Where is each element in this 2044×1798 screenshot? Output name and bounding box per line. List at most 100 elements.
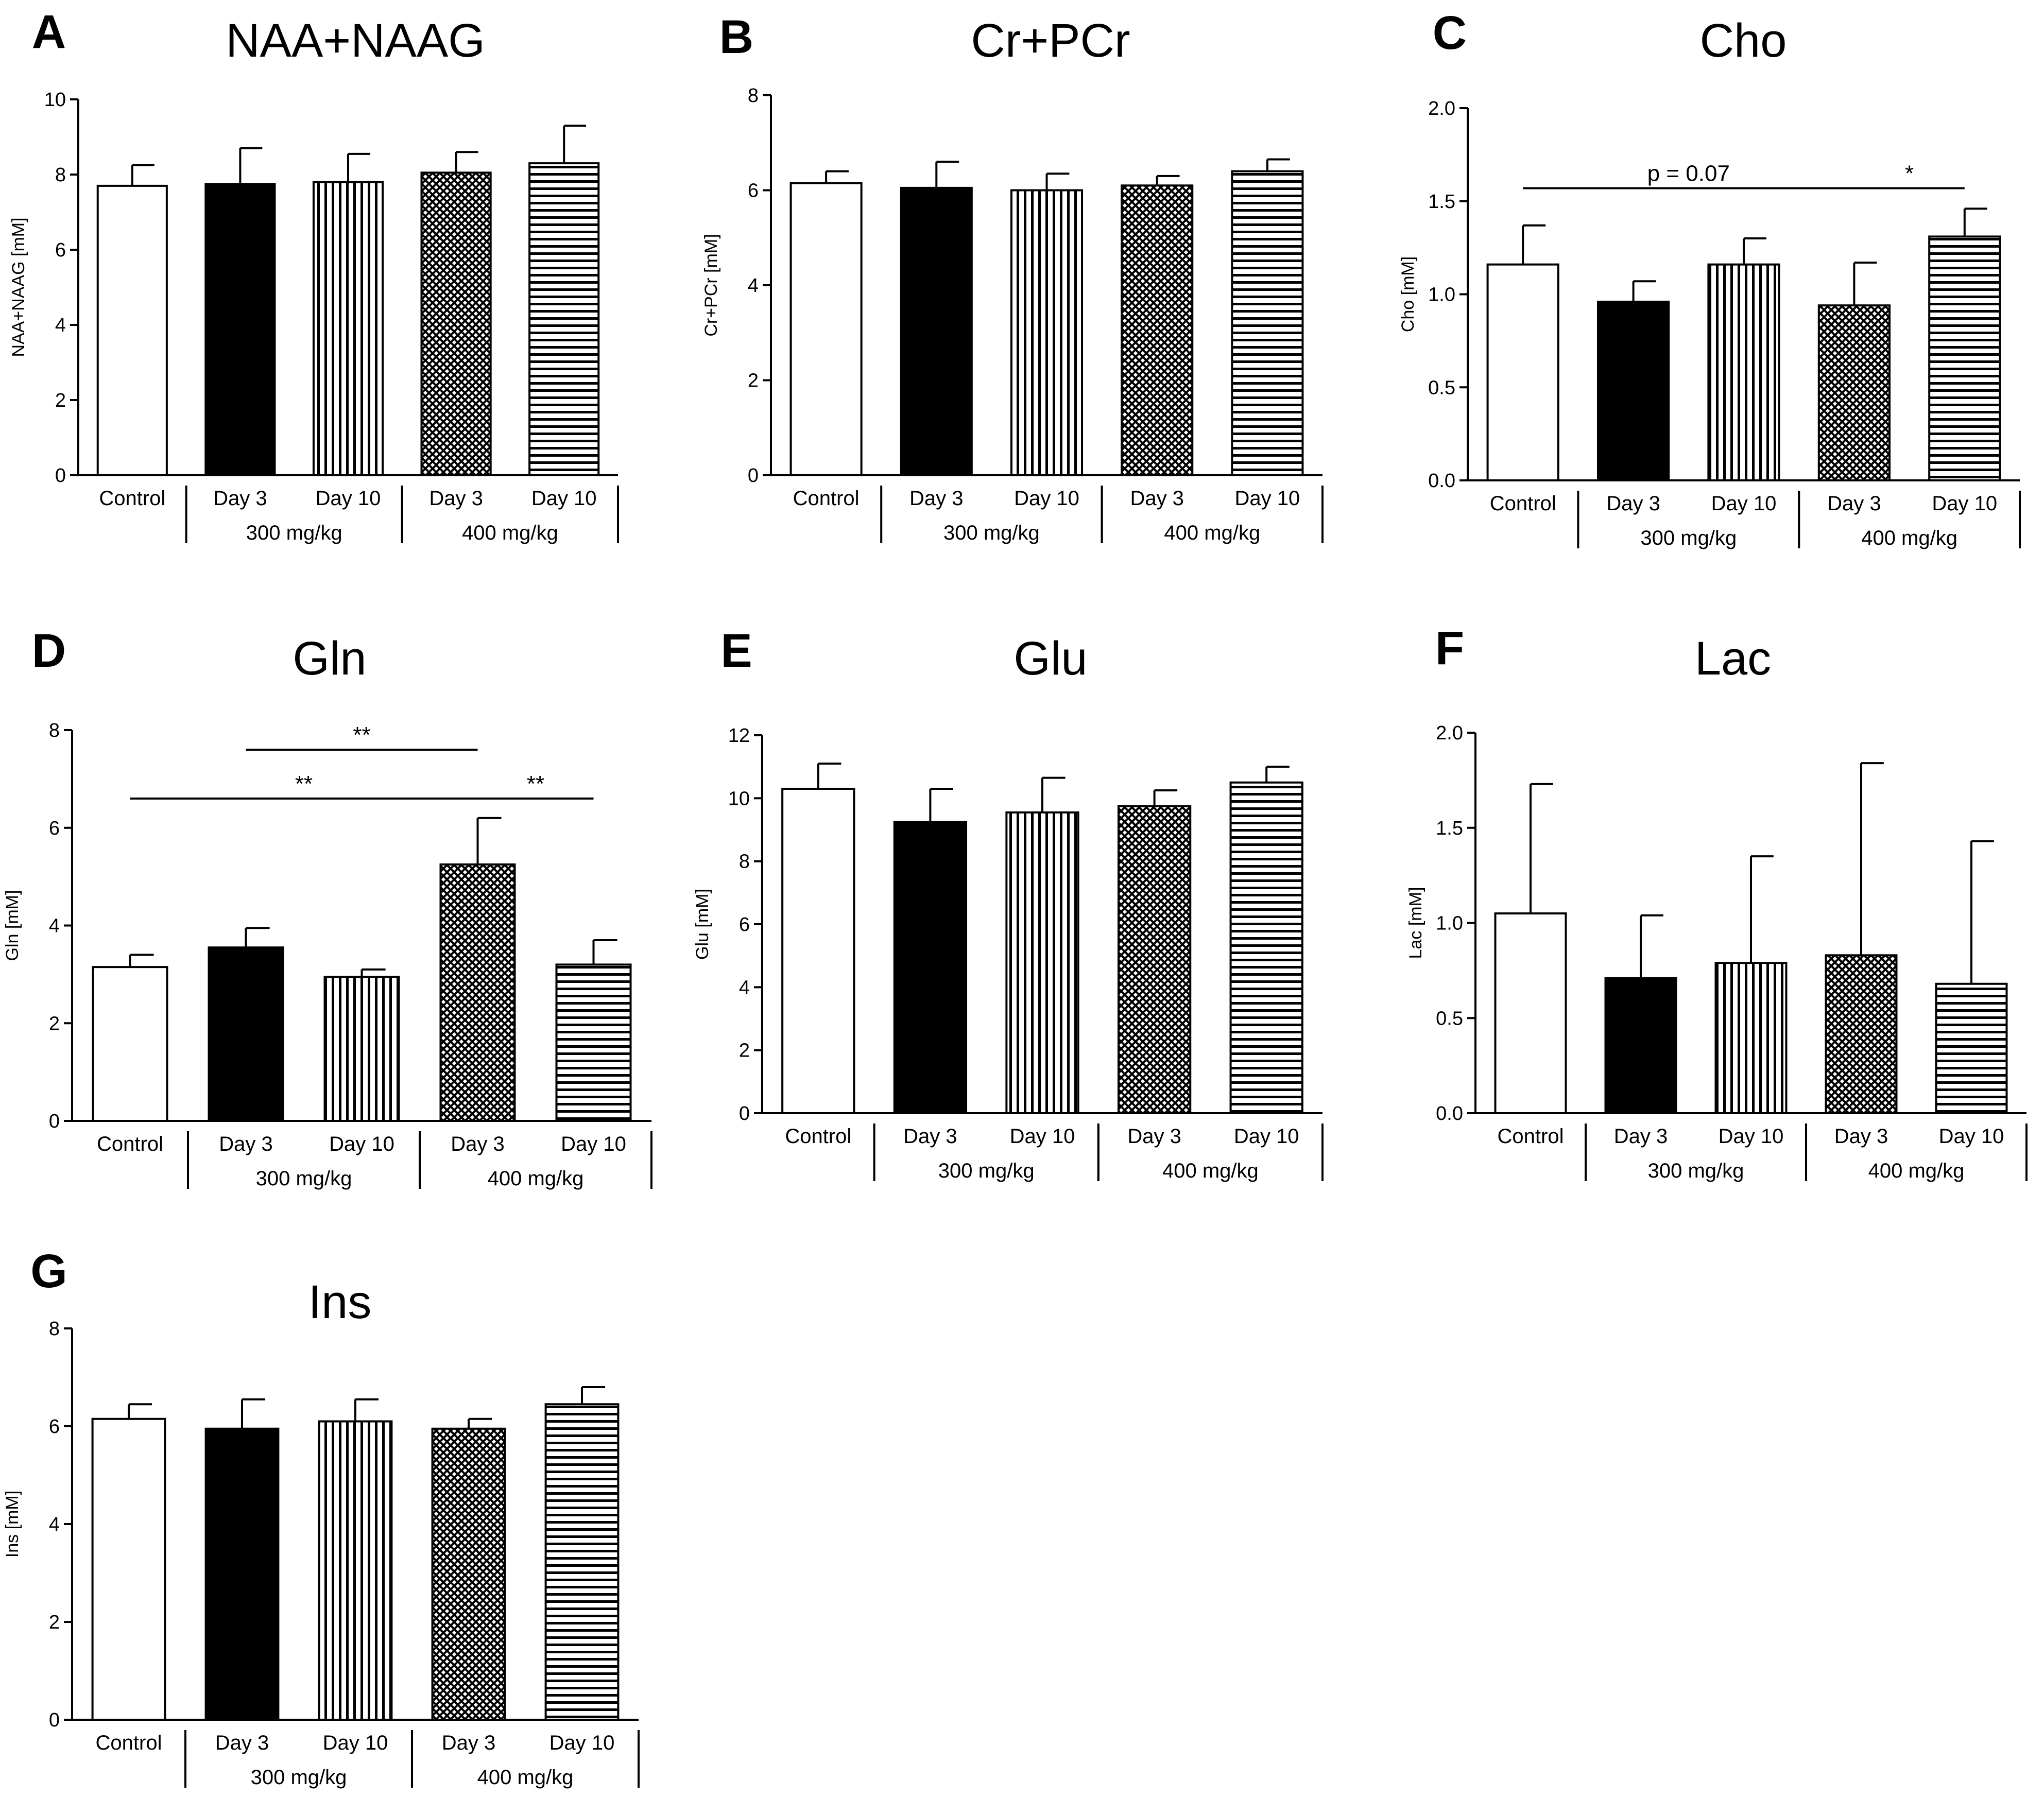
x-category-label: Control	[1490, 492, 1556, 515]
y-tick-label: 8	[49, 720, 60, 741]
panel-D: D Gln 0 2 4 6 8 Gln [mM] Control Day 3 Day 10 Day 3…	[3, 625, 652, 1190]
y-tick-label: 10	[44, 89, 66, 111]
panel-letter: A	[32, 6, 66, 58]
x-category-label: Control	[785, 1125, 851, 1148]
x-category-label: Day 10	[323, 1732, 388, 1754]
group-label: 300 mg/kg	[943, 522, 1040, 544]
y-tick-label: 4	[55, 315, 66, 336]
bar-D-4	[555, 963, 632, 1122]
y-axis-label: Cr+PCr [mM]	[701, 234, 721, 336]
x-category-label: Day 10	[1939, 1125, 2004, 1148]
group-label: 400 mg/kg	[1868, 1160, 1965, 1182]
panel-title: Cr+PCr	[971, 14, 1130, 67]
group-label: 300 mg/kg	[1648, 1160, 1744, 1182]
y-tick-label: 8	[55, 164, 66, 186]
x-category-label: Control	[96, 1732, 162, 1754]
x-category-label: Day 3	[442, 1732, 496, 1754]
bar-A-3	[420, 171, 492, 477]
bar-A-2	[312, 181, 384, 477]
group-label: 300 mg/kg	[251, 1766, 347, 1789]
y-tick-label: 8	[739, 851, 750, 873]
group-label: 400 mg/kg	[488, 1167, 584, 1190]
y-tick-label: 6	[49, 1416, 60, 1438]
y-tick-label: 0	[748, 465, 759, 487]
y-tick-label: 8	[49, 1318, 60, 1340]
group-label: 300 mg/kg	[938, 1160, 1035, 1182]
bar-B-2	[1010, 189, 1084, 476]
bar-F-3	[1825, 954, 1898, 1114]
y-tick-label: 6	[49, 818, 60, 839]
y-tick-label: 1.5	[1428, 191, 1455, 213]
significance-label: **	[527, 771, 544, 797]
bar-E-4	[1229, 781, 1303, 1114]
bar-G-0	[91, 1417, 166, 1721]
x-category-label: Day 3	[429, 487, 483, 510]
x-category-label: Control	[1498, 1125, 1564, 1148]
y-tick-label: 0.5	[1436, 1008, 1463, 1029]
group-label: 400 mg/kg	[1861, 527, 1957, 549]
y-tick-label: 0	[739, 1103, 750, 1125]
panel-letter: C	[1433, 7, 1467, 59]
bar-D-0	[92, 966, 168, 1122]
bar-D-3	[439, 863, 516, 1122]
bar-F-2	[1714, 962, 1788, 1114]
bar-E-3	[1117, 805, 1192, 1114]
y-tick-label: 6	[55, 239, 66, 261]
x-category-label: Day 10	[1010, 1125, 1075, 1148]
y-axis-label: NAA+NAAG [mM]	[9, 217, 28, 357]
x-category-label: Day 10	[1234, 1125, 1299, 1148]
y-tick-label: 6	[748, 180, 759, 202]
y-tick-label: 1.0	[1436, 913, 1463, 935]
group-label: 400 mg/kg	[462, 522, 558, 544]
panel-title: NAA+NAAG	[226, 14, 485, 67]
y-tick-label: 2	[55, 390, 66, 411]
bar-F-1	[1604, 977, 1677, 1115]
charts-root: A NAA+NAAG 0 2 4 6 8 10 NAA+NAAG [mM] Control Day …	[3, 6, 2028, 1789]
x-category-label: Control	[793, 487, 860, 510]
y-tick-label: 10	[728, 788, 750, 809]
bar-B-1	[900, 186, 973, 476]
panel-F: F Lac 0.0 0.5 1.0 1.5 2.0 Lac [mM] Control Day 3 D…	[1406, 622, 2028, 1182]
panel-title: Lac	[1695, 632, 1771, 685]
bar-A-1	[204, 183, 276, 476]
panel-B: B Cr+PCr 0 2 4 6 8 Cr+PCr [mM] Control Day 3 Day 1…	[701, 11, 1324, 544]
group-label: 400 mg/kg	[1162, 1160, 1259, 1182]
x-category-label: Day 10	[531, 487, 597, 510]
significance-label: **	[353, 722, 370, 748]
x-category-label: Control	[97, 1133, 163, 1155]
y-tick-label: 2	[748, 370, 759, 392]
x-category-label: Day 3	[1130, 487, 1184, 510]
bar-A-4	[528, 162, 600, 477]
y-tick-label: 6	[739, 914, 750, 936]
y-tick-label: 2	[739, 1040, 750, 1062]
group-label: 300 mg/kg	[1640, 527, 1737, 549]
x-category-label: Day 10	[1014, 487, 1079, 510]
x-category-label: Day 3	[909, 487, 964, 510]
bar-B-3	[1121, 184, 1194, 476]
bar-C-2	[1707, 263, 1780, 481]
bar-A-0	[96, 184, 168, 476]
x-category-label: Day 3	[213, 487, 267, 510]
bar-G-3	[431, 1427, 506, 1721]
bar-C-4	[1928, 235, 2001, 481]
y-tick-label: 2.0	[1436, 722, 1463, 744]
x-category-label: Day 10	[1235, 487, 1300, 510]
panel-letter: D	[32, 625, 66, 677]
y-tick-label: 4	[49, 915, 60, 937]
y-tick-label: 0	[49, 1709, 60, 1731]
x-category-label: Day 3	[1614, 1125, 1668, 1148]
group-label: 400 mg/kg	[477, 1766, 574, 1789]
x-category-label: Day 10	[1719, 1125, 1784, 1148]
y-tick-label: 0.0	[1436, 1103, 1463, 1125]
bar-C-3	[1817, 304, 1891, 481]
y-axis-label: Gln [mM]	[3, 890, 22, 961]
bar-D-1	[208, 946, 284, 1122]
x-category-label: Day 3	[1127, 1125, 1181, 1148]
bar-G-4	[544, 1403, 620, 1721]
bar-F-4	[1935, 982, 2008, 1114]
bar-B-4	[1231, 170, 1304, 477]
x-category-label: Day 10	[561, 1133, 626, 1155]
y-tick-label: 4	[748, 275, 759, 297]
x-category-label: Day 3	[215, 1732, 269, 1754]
